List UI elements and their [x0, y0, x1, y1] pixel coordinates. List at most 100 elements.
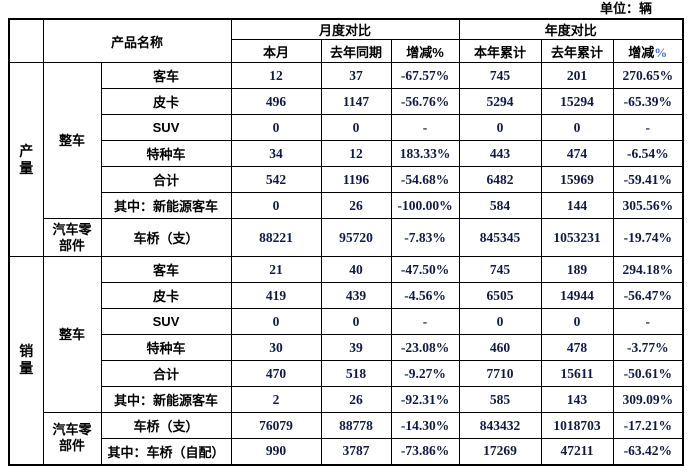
value-cell: 76079 — [230, 412, 322, 439]
value-cell: 34 — [230, 140, 322, 167]
value-cell: 40 — [320, 256, 392, 283]
production-sales-table: 产品名称 月度对比 年度对比 本月 去年同期 增减% 本年累计 去年累计 增减%… — [8, 18, 685, 466]
value-cell: 470 — [230, 360, 322, 387]
value-cell: 88221 — [230, 218, 322, 257]
header-row-columns: 本月 去年同期 增减% 本年累计 去年累计 增减% — [9, 39, 684, 63]
group-label: 整车 — [42, 256, 102, 413]
table-row: SUV 0 0-0 0- — [9, 114, 684, 141]
product-name: 客车 — [100, 62, 232, 89]
value-cell: 95720 — [320, 218, 392, 257]
value-cell: 3787 — [320, 438, 392, 465]
col-header-monthly-change: 增减% — [390, 39, 460, 63]
value-cell: 0 — [458, 308, 542, 335]
table-row: 销量整车 客车 21 40 -47.50% 745 189 294.18% — [8, 256, 684, 465]
value-cell: -9.27% — [390, 360, 460, 387]
value-cell: -100.00% — [390, 192, 460, 219]
value-cell: 5294 — [458, 88, 542, 115]
product-name: 客车 — [100, 256, 232, 283]
value-cell: -56.76% — [390, 88, 460, 115]
table-row: 特种车 34 12 183.33% 443 474 -6.54% — [9, 140, 684, 167]
section-label-char: 产 — [19, 142, 34, 159]
value-cell: -3.77% — [612, 334, 684, 361]
value-cell: 460 — [458, 334, 542, 361]
value-cell: 15969 — [540, 166, 614, 193]
group-label: 汽车零部件 — [42, 218, 102, 257]
value-cell: 584 — [458, 192, 542, 219]
value-cell: 88778 — [320, 412, 392, 439]
table-row: 合计 542 1196 -54.68% 6482 15969 -59.41% — [9, 166, 684, 193]
value-cell: -17.21% — [612, 412, 684, 439]
value-cell: 39 — [320, 334, 392, 361]
value-cell: 201 — [540, 62, 614, 89]
table-row: 其中：新能源客车 2 26 -92.31% 585 143 309.09% — [9, 386, 684, 413]
product-name: 车桥（支） — [100, 218, 232, 257]
group-label: 整车 — [42, 62, 102, 219]
value-cell: 0 — [230, 114, 322, 141]
value-cell: -56.47% — [612, 282, 684, 309]
value-cell: 1018703 — [540, 412, 614, 439]
value-cell: 585 — [458, 386, 542, 413]
value-cell: 26 — [320, 386, 392, 413]
value-cell: 12 — [320, 140, 392, 167]
value-cell: 990 — [230, 438, 322, 465]
table-row: 其中：新能源客车 0 26 -100.00% 584 144 305.56% — [9, 192, 684, 219]
col-header-last-year-period: 去年同期 — [320, 39, 392, 63]
value-cell: 15611 — [540, 360, 614, 387]
table-row: SUV 0 0-0 0- — [9, 308, 684, 335]
value-cell: 294.18% — [612, 256, 684, 283]
value-cell: 2 — [230, 386, 322, 413]
value-cell: 443 — [458, 140, 542, 167]
value-cell: -73.86% — [390, 438, 460, 465]
table-row: 合计 470 518 -9.27% 7710 15611 -50.61% — [9, 360, 684, 387]
value-cell: - — [612, 114, 684, 141]
value-cell: 1147 — [320, 88, 392, 115]
value-cell: 1053231 — [540, 218, 614, 257]
value-cell: 6505 — [458, 282, 542, 309]
col-header-ytd-current: 本年累计 — [458, 39, 542, 63]
table-row: 其中：车桥（自配） 990 3787 -73.86% 17269 47211 -63.42% — [9, 438, 684, 465]
value-cell: 496 — [230, 88, 322, 115]
value-cell: 15294 — [540, 88, 614, 115]
value-cell: -63.42% — [612, 438, 684, 465]
value-cell: 7710 — [458, 360, 542, 387]
value-cell: 12 — [230, 62, 322, 89]
value-cell: -92.31% — [390, 386, 460, 413]
value-cell: 0 — [320, 308, 392, 335]
product-name: SUV — [100, 308, 232, 335]
value-cell: -4.56% — [390, 282, 460, 309]
value-cell: -23.08% — [390, 334, 460, 361]
product-name: 其中：新能源客车 — [100, 386, 232, 413]
table-row: 特种车 30 39 -23.08% 460 478 -3.77% — [9, 334, 684, 361]
value-cell: 183.33% — [390, 140, 460, 167]
value-cell: 21 — [230, 256, 322, 283]
value-cell: 47211 — [540, 438, 614, 465]
table-body: 产量整车 客车 12 37 -67.57% 745 201 270.65% 皮卡 496 1147-… — [8, 62, 684, 465]
value-cell: 843432 — [458, 412, 542, 439]
value-cell: 0 — [230, 192, 322, 219]
value-cell: -59.41% — [612, 166, 684, 193]
value-cell: 1196 — [320, 166, 392, 193]
value-cell: 542 — [230, 166, 322, 193]
value-cell: -65.39% — [612, 88, 684, 115]
value-cell: -50.61% — [612, 360, 684, 387]
annual-compare-header: 年度对比 — [458, 18, 684, 40]
value-cell: 14944 — [540, 282, 614, 309]
annual-change-text: 增减 — [628, 44, 655, 60]
value-cell: 30 — [230, 334, 322, 361]
value-cell: -14.30% — [390, 412, 460, 439]
section-label-char: 量 — [19, 360, 34, 377]
value-cell: -7.83% — [390, 218, 460, 257]
value-cell: 478 — [540, 334, 614, 361]
section-label-sales: 销量 — [8, 256, 44, 465]
value-cell: 419 — [230, 282, 322, 309]
group-label: 汽车零部件 — [42, 412, 102, 465]
value-cell: 0 — [320, 114, 392, 141]
product-name: 特种车 — [100, 334, 232, 361]
product-name: 车桥（支） — [100, 412, 232, 439]
table-row: 汽车零部件 车桥（支） 88221 95720 -7.83% 845345 1053231-… — [9, 218, 684, 257]
product-name: 其中：车桥（自配） — [100, 438, 232, 465]
value-cell: -54.68% — [390, 166, 460, 193]
section-label-char: 量 — [19, 159, 34, 176]
product-name: 合计 — [100, 360, 232, 387]
product-name: 皮卡 — [100, 88, 232, 115]
